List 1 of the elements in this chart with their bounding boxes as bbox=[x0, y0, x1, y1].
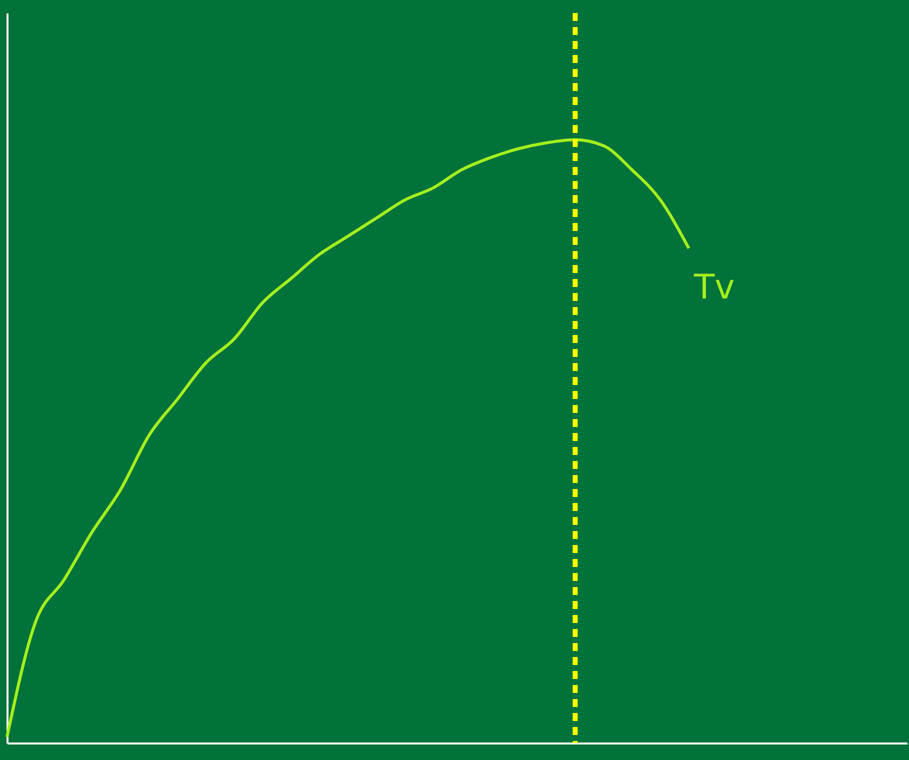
annotation: Tv bbox=[692, 267, 735, 308]
